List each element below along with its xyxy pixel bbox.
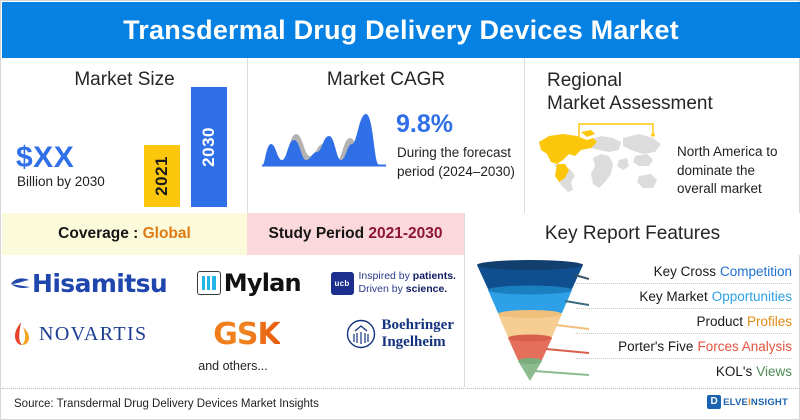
funnel-connector-lines	[533, 274, 589, 376]
funnel-label-5-plain: KOL's	[715, 363, 753, 379]
delveinsight-d-letter: D	[710, 396, 718, 407]
funnel-label-list: Key Cross Competition Key Market Opportu…	[576, 259, 792, 383]
boehringer-line2: Ingelheim	[381, 334, 446, 350]
market-cagr-subtitle: During the forecast period (2024–2030)	[397, 145, 515, 179]
ucb-tagline-line2-bold: science.	[405, 283, 448, 295]
funnel-label-5-accent: Views	[756, 363, 792, 379]
market-size-bar-chart: 2021 2030	[144, 87, 239, 207]
key-report-features-title: Key Report Features	[544, 223, 721, 244]
regional-title-line2: Market Assessment	[547, 93, 713, 115]
logo-mylan: Mylan	[196, 269, 302, 297]
novartis-label: NOVARTIS	[39, 322, 148, 345]
delveinsight-name-part1: ELVE	[723, 396, 749, 408]
funnel-label-3-plain: Product	[696, 313, 743, 329]
source-text: Source: Transdermal Drug Delivery Device…	[14, 398, 319, 410]
funnel-label-4-plain: Porter's Five	[618, 338, 694, 354]
funnel-label-2-accent: Opportunities	[711, 288, 792, 304]
market-size-value: $XX	[16, 141, 75, 174]
boehringer-label: Boehringer Ingelheim	[382, 317, 455, 351]
footer: Source: Transdermal Drug Delivery Device…	[2, 388, 800, 420]
market-cagr-value: 9.8%	[396, 110, 453, 138]
ucb-mark-icon: ucb	[330, 271, 354, 295]
coverage-strip: Coverage : Global	[2, 213, 247, 255]
panel-market-size: Market Size $XX Billion by 2030 2021 203…	[2, 58, 247, 213]
hisamitsu-mark-icon	[11, 278, 30, 288]
market-size-title: Market Size	[74, 69, 175, 90]
logo-row-2: NOVARTIS GSK	[2, 309, 464, 359]
top-panels-row: Market Size $XX Billion by 2030 2021 203…	[2, 58, 800, 213]
panel-market-cagr: Market CAGR 9.8% During the forecast per…	[247, 58, 525, 213]
logo-row-1: Hisamitsu Mylan ucb Inspired by patients…	[2, 259, 464, 307]
delveinsight-name-part2: NSIGHT	[750, 396, 788, 408]
funnel-label-2[interactable]: Key Market Opportunities	[576, 284, 792, 309]
funnel-segment-2	[488, 285, 572, 313]
ucb-tagline-line1-bold: patients.	[412, 269, 456, 282]
funnel-label-4[interactable]: Porter's Five Forces Analysis	[576, 334, 792, 359]
delveinsight-d-icon: D	[707, 395, 722, 409]
north-america-highlight	[539, 130, 597, 182]
study-period-label: Study Period	[268, 225, 369, 242]
boehringer-line1: Boehringer	[381, 317, 455, 334]
funnel-segment-4	[508, 334, 552, 360]
funnel-segment-3	[498, 310, 562, 337]
coverage-label: Coverage :	[58, 225, 143, 242]
bar-2030-label: 2030	[199, 127, 218, 167]
logo-hisamitsu: Hisamitsu	[10, 268, 168, 298]
funnel-label-2-plain: Key Market	[639, 288, 708, 304]
funnel-label-1-plain: Key Cross	[653, 263, 716, 279]
funnel-segment-1	[477, 260, 583, 289]
logo-ucb: ucb Inspired by patients. Driven by scie…	[330, 270, 456, 297]
logo-boehringer-ingelheim: Boehringer Ingelheim	[346, 317, 455, 351]
key-report-features-funnel: Key Cross Competition Key Market Opportu…	[464, 255, 800, 387]
header-banner: Transdermal Drug Delivery Devices Market	[2, 2, 800, 58]
coverage-text: Coverage : Global	[58, 225, 191, 243]
hisamitsu-label: Hisamitsu	[32, 268, 168, 298]
cagr-area-chart	[262, 114, 386, 167]
funnel-label-1[interactable]: Key Cross Competition	[576, 259, 792, 284]
ucb-tagline-line1-plain: Inspired by	[358, 269, 413, 282]
funnel-label-4-accent: Forces Analysis	[697, 338, 792, 354]
logo-gsk: GSK	[213, 316, 280, 352]
and-others-label: and others...	[198, 359, 268, 373]
bottom-section: Hisamitsu Mylan ucb Inspired by patients…	[2, 255, 800, 387]
mylan-label: Mylan	[223, 269, 302, 297]
funnel-label-3-accent: Profiles	[746, 313, 792, 329]
funnel-label-5[interactable]: KOL's Views	[576, 359, 792, 383]
regional-title: Regional Market Assessment	[547, 69, 798, 115]
company-logos: Hisamitsu Mylan ucb Inspired by patients…	[2, 255, 464, 387]
funnel-segment-5	[518, 358, 542, 381]
market-size-subtitle: Billion by 2030	[17, 174, 105, 189]
funnel-label-1-accent: Competition	[719, 263, 792, 279]
funnel-label-3[interactable]: Product Profiles	[576, 309, 792, 334]
market-cagr-title: Market CAGR	[326, 69, 446, 90]
study-period-value: 2021-2030	[368, 225, 443, 242]
regional-title-line1: Regional	[547, 70, 622, 91]
page-title: Transdermal Drug Delivery Devices Market	[123, 14, 679, 45]
ucb-tagline-line2-plain: Driven by	[358, 283, 406, 295]
ucb-mark-label: ucb	[334, 278, 350, 288]
ucb-tagline: Inspired by patients. Driven by science.	[359, 270, 456, 297]
gsk-label: GSK	[213, 316, 280, 352]
delveinsight-logo: D ELVEINSIGHT	[707, 395, 788, 409]
world-map	[539, 123, 661, 192]
novartis-flame-icon	[15, 322, 29, 345]
key-report-features-strip: Key Report Features	[464, 213, 800, 255]
logo-novartis: NOVARTIS	[12, 321, 148, 347]
regional-note: North America to dominate the overall ma…	[677, 144, 778, 197]
funnel-graphic	[477, 260, 589, 381]
mylan-bars-icon	[196, 271, 221, 295]
coverage-value: Global	[142, 225, 191, 242]
boehringer-mark-icon	[346, 319, 375, 349]
delveinsight-wordmark: ELVEINSIGHT	[723, 397, 788, 408]
bar-2021: 2021	[144, 145, 180, 207]
panel-regional: Regional Market Assessment	[525, 58, 798, 213]
study-period-text: Study Period 2021-2030	[268, 225, 442, 243]
bar-2030: 2030	[191, 87, 227, 207]
study-period-strip: Study Period 2021-2030	[247, 213, 464, 255]
delveinsight-name-i: I	[748, 396, 751, 408]
bar-2021-label: 2021	[152, 156, 171, 196]
